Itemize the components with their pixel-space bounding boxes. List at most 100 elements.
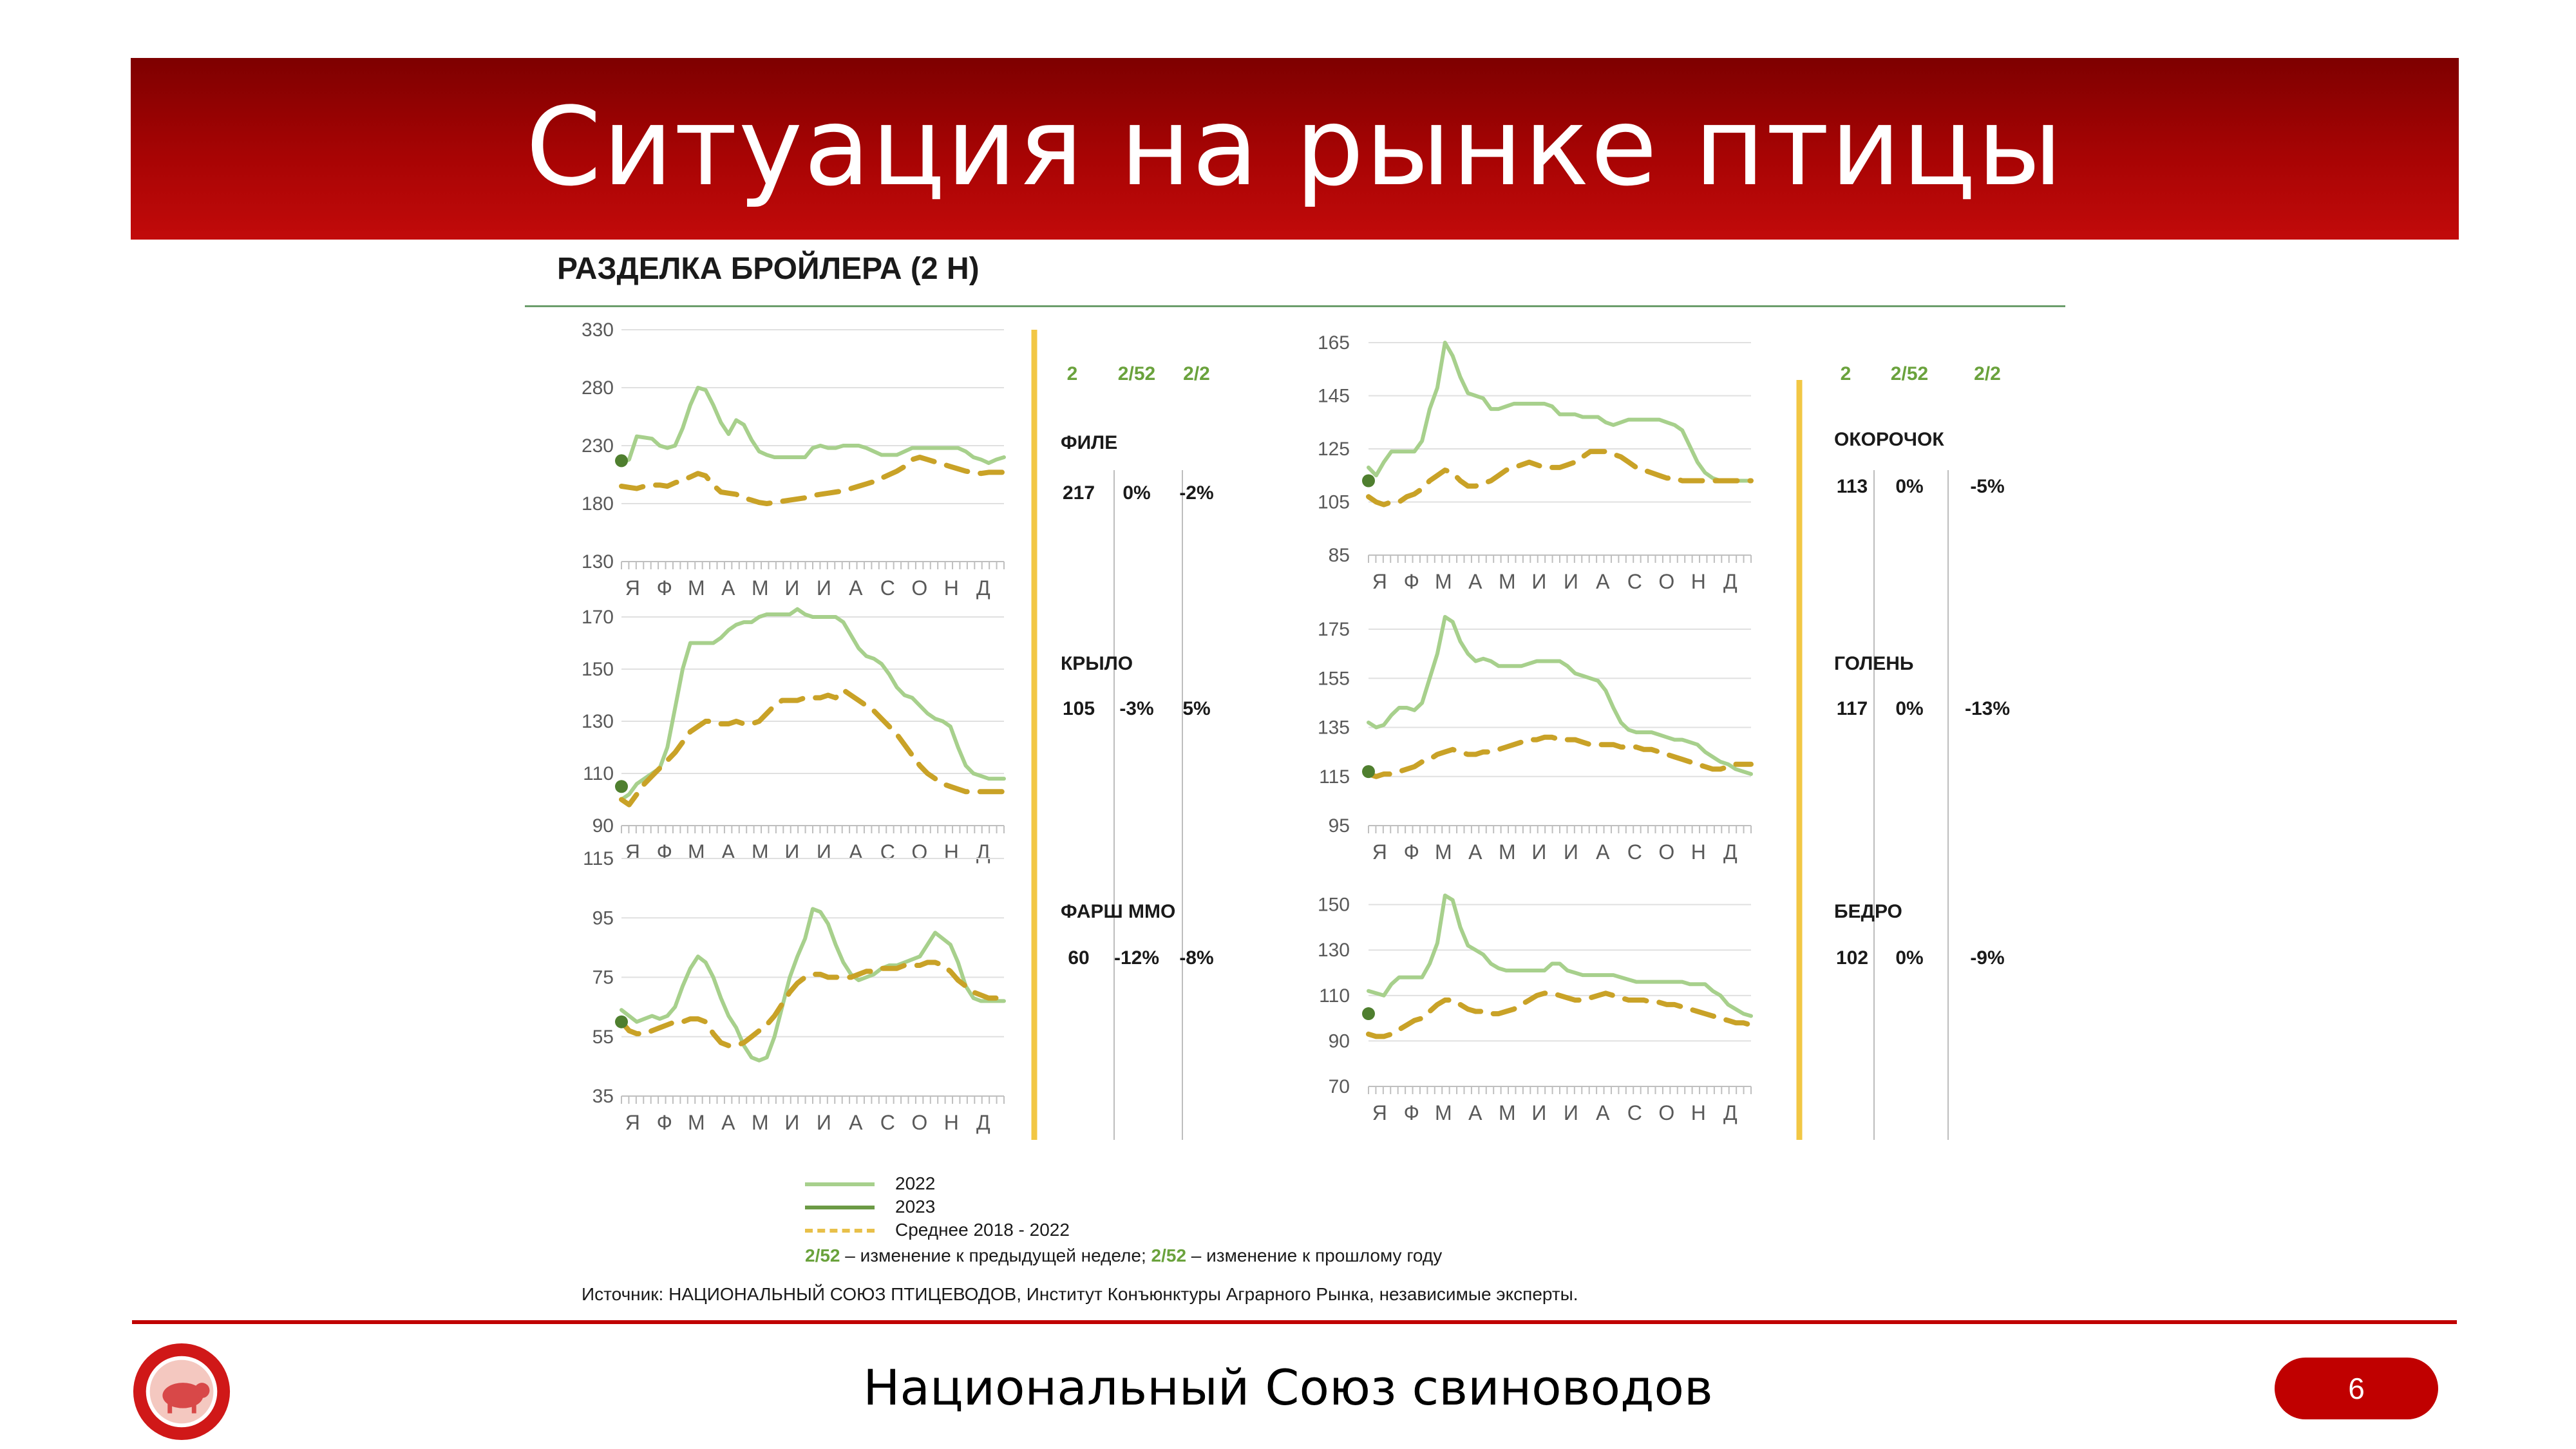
series-line-average <box>619 960 1007 1048</box>
table-value-cell: -13% <box>1965 698 2010 719</box>
table-item-name: БЕДРО <box>1834 901 1902 922</box>
table-value-cell: 0% <box>1122 482 1150 504</box>
x-tick-label: О <box>911 576 927 600</box>
x-tick-label: Ф <box>1404 570 1419 593</box>
x-tick-label: О <box>1658 570 1674 593</box>
x-tick-label: М <box>688 576 705 600</box>
x-tick-label: Н <box>1691 840 1706 864</box>
y-tick-label: 330 <box>582 319 614 341</box>
x-tick-label: Н <box>944 576 959 600</box>
x-tick-label: А <box>849 576 863 600</box>
x-tick-label: О <box>1658 840 1674 864</box>
table-value-cell: -2% <box>1179 482 1213 504</box>
footnote-key: 2/52 <box>805 1245 840 1265</box>
table-header-cell: 2/52 <box>1118 363 1155 384</box>
y-tick-label: 35 <box>592 1086 614 1107</box>
y-tick-label: 130 <box>582 711 614 732</box>
x-tick-label: О <box>911 840 927 864</box>
y-tick-label: 135 <box>1318 717 1350 739</box>
x-tick-label: О <box>1658 1101 1674 1124</box>
y-tick-label: 145 <box>1318 386 1350 407</box>
x-tick-label: А <box>1596 1101 1610 1124</box>
footnote-text: – изменение к прошлому году <box>1186 1245 1443 1265</box>
table-item-name: ФИЛЕ <box>1061 432 1117 453</box>
x-tick-label: Ф <box>657 576 672 600</box>
series-point-2023 <box>1362 474 1375 488</box>
y-tick-label: 175 <box>1318 619 1350 640</box>
y-tick-label: 85 <box>1329 545 1350 566</box>
legend-swatch-2023 <box>805 1206 875 1209</box>
y-tick-label: 110 <box>583 763 614 784</box>
legend-label: Среднее 2018 - 2022 <box>895 1220 1070 1240</box>
x-tick-label: Я <box>625 1111 640 1134</box>
x-tick-label: М <box>1435 1101 1452 1124</box>
y-tick-label: 110 <box>1319 985 1350 1007</box>
x-tick-label: И <box>784 840 799 864</box>
y-tick-label: 105 <box>1318 492 1350 513</box>
x-tick-label: Д <box>976 840 990 864</box>
x-tick-label: Я <box>1372 570 1387 593</box>
series-line-average <box>1366 990 1754 1039</box>
x-tick-label: И <box>1531 840 1546 864</box>
y-tick-label: 180 <box>582 493 614 515</box>
x-tick-label: А <box>1596 840 1610 864</box>
legend-swatch-average <box>805 1229 875 1233</box>
x-tick-label: Я <box>1372 1101 1387 1124</box>
table-value-cell: -12% <box>1114 947 1159 969</box>
x-tick-label: Д <box>976 1111 990 1134</box>
x-tick-label: С <box>1627 570 1642 593</box>
series-line-average <box>1366 734 1754 779</box>
x-tick-label: И <box>1564 1101 1578 1124</box>
x-tick-label: И <box>817 840 831 864</box>
x-tick-label: М <box>1499 1101 1516 1124</box>
section-subtitle: РАЗДЕЛКА БРОЙЛЕРА (2 Н) <box>557 252 980 286</box>
footnote-key: 2/52 <box>1151 1245 1187 1265</box>
footnote-text: – изменение к предыдущей неделе; <box>840 1245 1151 1265</box>
table-header-cell: 2 <box>1067 363 1078 384</box>
page-number-badge: 6 <box>2275 1358 2438 1419</box>
y-tick-label: 95 <box>592 907 614 929</box>
legend-label: 2022 <box>895 1173 936 1193</box>
series-line-2022 <box>620 607 1006 802</box>
table-value-cell: 60 <box>1068 947 1089 969</box>
footer-divider <box>132 1320 2457 1324</box>
x-tick-label: С <box>880 576 895 600</box>
x-tick-label: Д <box>1723 570 1738 593</box>
series-point-2023 <box>615 454 628 468</box>
y-tick-label: 130 <box>1318 940 1350 961</box>
pig-logo-icon <box>133 1343 231 1441</box>
x-tick-label: И <box>1531 570 1546 593</box>
series-point-2023 <box>1362 765 1375 779</box>
x-tick-label: С <box>1627 1101 1642 1124</box>
series-point-2023 <box>615 1015 628 1028</box>
x-tick-label: Н <box>1691 570 1706 593</box>
table-value-cell: 5% <box>1182 698 1210 719</box>
x-tick-label: И <box>1531 1101 1546 1124</box>
legend-swatch-2022 <box>805 1182 875 1186</box>
x-tick-label: А <box>1468 840 1482 864</box>
x-tick-label: Ф <box>657 1111 672 1134</box>
table-value-cell: 217 <box>1063 482 1095 504</box>
x-tick-label: Д <box>1723 1101 1738 1124</box>
table-value-cell: -9% <box>1970 947 2004 969</box>
y-tick-label: 90 <box>592 815 614 837</box>
x-tick-label: А <box>1596 570 1610 593</box>
table-item-name: ОКОРОЧОК <box>1834 429 1944 450</box>
x-tick-label: А <box>1468 1101 1482 1124</box>
table-value-cell: 102 <box>1836 947 1868 969</box>
x-tick-label: А <box>1468 570 1482 593</box>
table-value-cell: 0% <box>1895 698 1923 719</box>
series-line-2022 <box>620 907 1006 1063</box>
series-line-average <box>1366 449 1754 507</box>
y-tick-label: 115 <box>1319 766 1350 788</box>
y-tick-label: 70 <box>1329 1076 1350 1097</box>
y-tick-label: 230 <box>582 435 614 457</box>
series-line-average <box>619 455 1007 506</box>
table-header-cell: 2/2 <box>1183 363 1210 384</box>
table-value-cell: 105 <box>1063 698 1095 719</box>
x-tick-label: Я <box>625 576 640 600</box>
x-tick-label: М <box>752 576 769 600</box>
y-tick-label: 115 <box>583 848 614 869</box>
table-value-cell: 0% <box>1895 476 1923 497</box>
